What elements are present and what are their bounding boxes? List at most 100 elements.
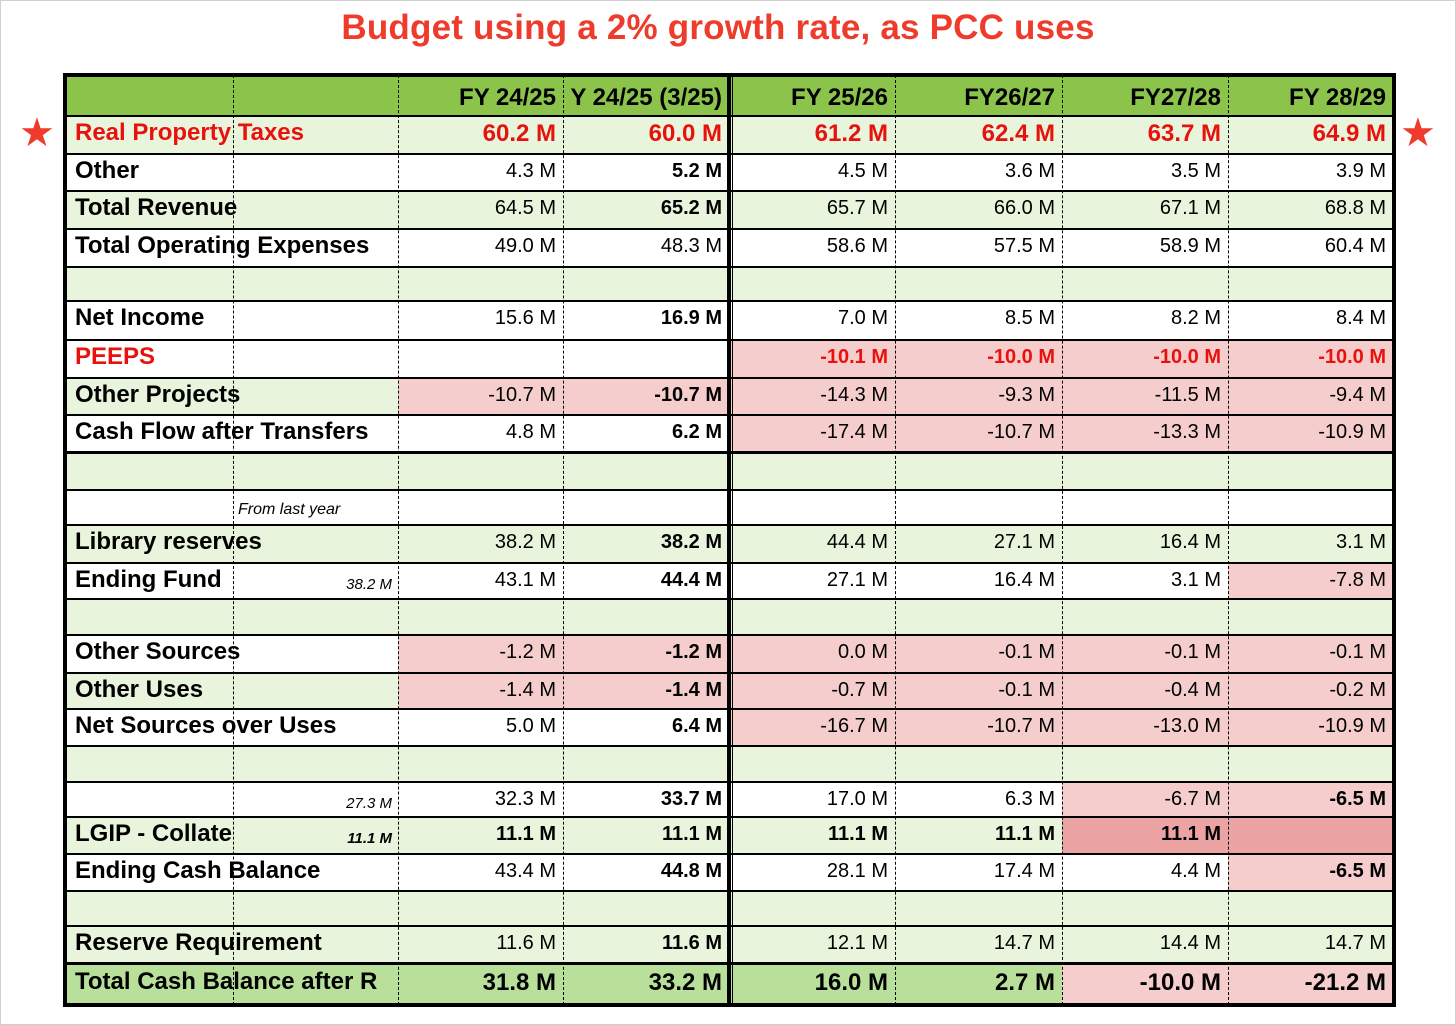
table-cell: 3.6 M xyxy=(1004,160,1055,182)
table-cell xyxy=(398,339,563,377)
table-cell xyxy=(895,489,1062,524)
table-cell: 43.1 M xyxy=(494,569,556,591)
table-cell xyxy=(398,266,563,300)
row-label: Real Property Taxes xyxy=(75,119,304,146)
table-cell: 6.4 M xyxy=(671,715,722,737)
row-label: Library reserves xyxy=(75,528,262,555)
table-cell: 27.1 M xyxy=(993,531,1055,553)
table-cell xyxy=(895,890,1062,925)
table-cell xyxy=(563,598,729,634)
column-dashed-divider xyxy=(895,75,896,1005)
row-label xyxy=(66,453,398,489)
row-subvalue: 38.2 M xyxy=(346,576,392,593)
table-cell: -14.3 M xyxy=(729,377,895,414)
table-cell: -1.4 M xyxy=(398,672,563,708)
row-label: Net Sources over Uses xyxy=(75,712,337,739)
table-cell: -6.7 M xyxy=(1062,781,1228,816)
row-label: Cash Flow after Transfers xyxy=(75,418,369,445)
row-label: Reserve Requirement xyxy=(75,929,322,956)
table-cell: 4.4 M xyxy=(1170,860,1221,882)
table-cell: -9.4 M xyxy=(1228,377,1393,414)
table-cell: 16.0 M xyxy=(814,969,888,996)
table-cell: 58.6 M xyxy=(826,235,888,257)
table-cell: -0.1 M xyxy=(895,634,1062,672)
table-cell: 60.0 M xyxy=(648,120,722,147)
table-cell: 66.0 M xyxy=(993,197,1055,219)
table-cell: 17.4 M xyxy=(993,860,1055,882)
table-cell xyxy=(1228,453,1393,489)
table-cell: 14.7 M xyxy=(993,932,1055,954)
column-header: FY 28/29 xyxy=(1289,84,1386,111)
table-cell xyxy=(895,266,1062,300)
table-cell: 3.1 M xyxy=(1170,569,1221,591)
table-cell: -13.3 M xyxy=(1062,414,1228,453)
column-divider xyxy=(63,73,67,1007)
table-cell: -10.9 M xyxy=(1228,414,1393,453)
table-cell: -10.0 M xyxy=(1062,339,1228,377)
table-cell xyxy=(895,453,1062,489)
table-cell: 58.9 M xyxy=(1159,235,1221,257)
column-header: FY 24/25 xyxy=(459,84,556,111)
table-cell: 14.4 M xyxy=(1159,932,1221,954)
table-cell: 11.6 M xyxy=(496,932,556,954)
table-cell: 44.4 M xyxy=(660,569,722,591)
table-cell xyxy=(1062,598,1228,634)
table-cell: -10.0 M xyxy=(895,339,1062,377)
table-cell: 4.3 M xyxy=(505,160,556,182)
table-cell: -10.1 M xyxy=(729,339,895,377)
table-cell: -21.2 M xyxy=(1228,964,1393,1005)
row-label: Other Sources xyxy=(75,638,241,665)
column-divider xyxy=(727,73,731,1007)
table-cell: 38.2 M xyxy=(660,531,722,553)
row-label: PEEPS xyxy=(75,343,156,370)
table-cell xyxy=(729,489,895,524)
table-cell: 4.8 M xyxy=(505,421,556,443)
table-cell: -10.9 M xyxy=(1228,708,1393,745)
table-cell xyxy=(1228,266,1393,300)
table-cell: 16.4 M xyxy=(1159,531,1221,553)
row-label: Ending Fund xyxy=(75,566,222,593)
table-cell: 33.2 M xyxy=(648,969,722,996)
table-cell: -0.1 M xyxy=(1062,634,1228,672)
table-cell: 11.1 M xyxy=(994,823,1055,845)
table-cell: -11.5 M xyxy=(1062,377,1228,414)
table-cell: 8.5 M xyxy=(1004,307,1055,329)
table-cell: 31.8 M xyxy=(482,969,556,996)
table-cell xyxy=(1062,890,1228,925)
table-cell: 8.2 M xyxy=(1170,307,1221,329)
table-cell: 11.6 M xyxy=(661,932,722,954)
table-cell: 43.4 M xyxy=(494,860,556,882)
table-cell: 11.1 M xyxy=(495,823,556,845)
column-dashed-divider xyxy=(563,75,564,1005)
column-header: Y 24/25 (3/25) xyxy=(570,84,722,111)
table-cell: 38.2 M xyxy=(494,531,556,553)
table-cell: -6.5 M xyxy=(1228,853,1393,890)
column-header: FY 25/26 xyxy=(791,84,888,111)
table-cell xyxy=(398,890,563,925)
column-dashed-divider xyxy=(233,75,234,1005)
table-cell xyxy=(398,745,563,781)
table-cell: 65.2 M xyxy=(660,197,722,219)
table-cell: 11.1 M xyxy=(661,823,722,845)
row-label: Total Revenue xyxy=(75,194,238,221)
table-cell xyxy=(1062,745,1228,781)
row-label: Other Uses xyxy=(75,676,204,703)
row-label: Ending Cash Balance xyxy=(75,857,321,884)
table-cell xyxy=(398,489,563,524)
table-cell: 6.2 M xyxy=(671,421,722,443)
column-divider xyxy=(732,73,733,1007)
table-cell: 61.2 M xyxy=(814,120,888,147)
table-cell: 33.7 M xyxy=(660,788,722,810)
row-label xyxy=(66,890,398,925)
table-cell: 3.9 M xyxy=(1335,160,1386,182)
table-cell: -10.0 M xyxy=(1062,964,1228,1005)
row-subvalue: 11.1 M xyxy=(347,830,392,847)
table-cell: 44.8 M xyxy=(660,860,722,882)
table-cell: 12.1 M xyxy=(826,932,888,954)
table-cell: -0.7 M xyxy=(729,672,895,708)
row-label: Other Projects xyxy=(75,381,241,408)
row-label: LGIP - Collate xyxy=(75,820,232,847)
table-cell xyxy=(563,745,729,781)
table-cell: -16.7 M xyxy=(729,708,895,745)
table-cell xyxy=(1228,598,1393,634)
